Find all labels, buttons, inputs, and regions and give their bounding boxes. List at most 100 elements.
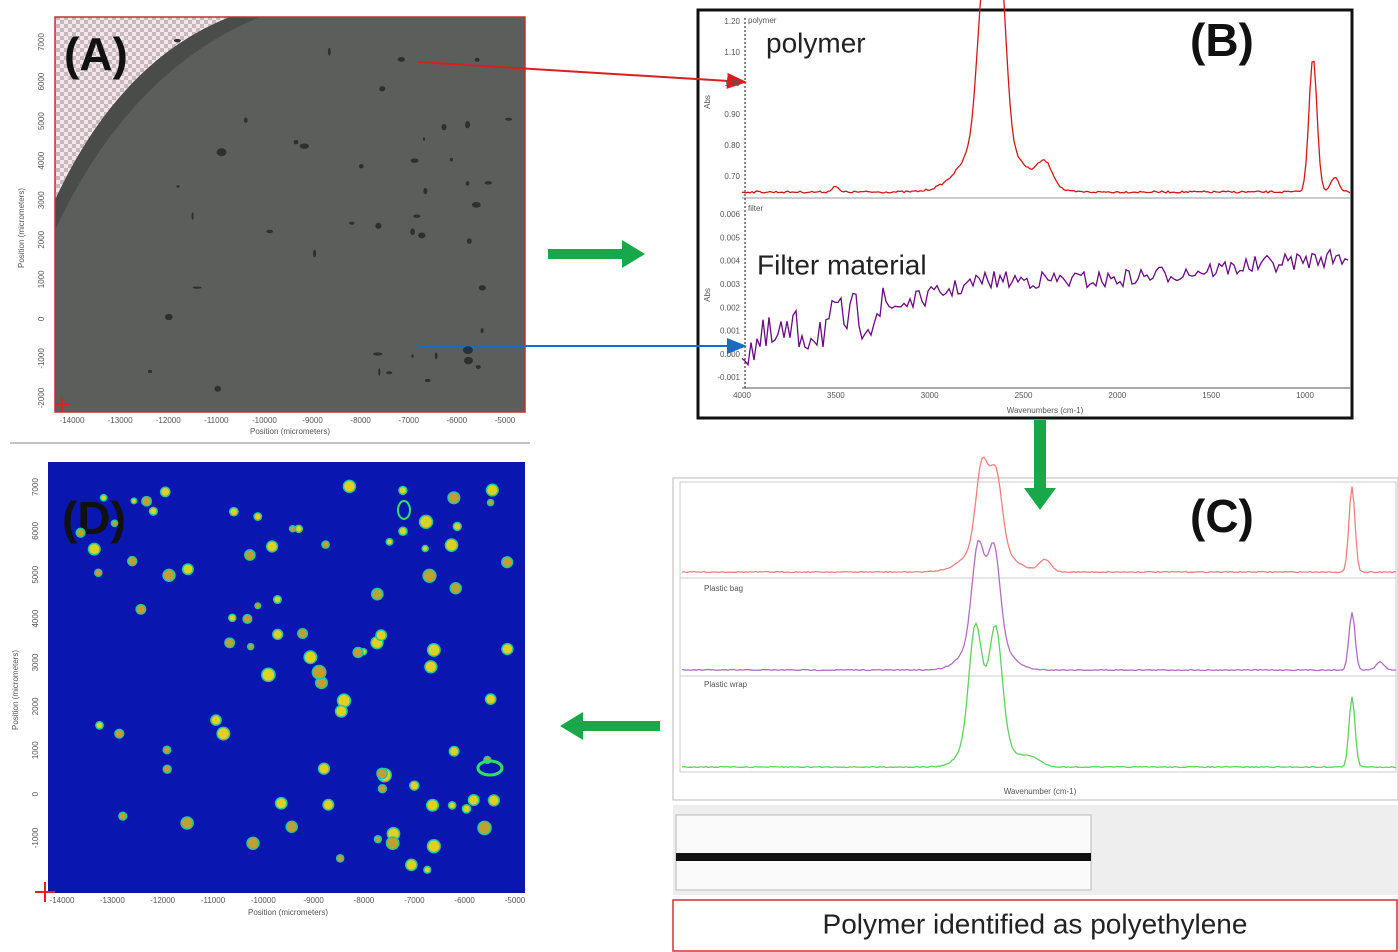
particle bbox=[469, 795, 479, 805]
particle bbox=[164, 766, 171, 773]
particle bbox=[322, 541, 329, 548]
particle bbox=[142, 497, 151, 506]
particle bbox=[465, 181, 470, 186]
x-tick-label: 3000 bbox=[921, 391, 939, 400]
particle bbox=[425, 661, 437, 672]
particle bbox=[344, 481, 355, 492]
trace-name: filter bbox=[748, 204, 763, 213]
particle bbox=[192, 286, 202, 289]
particle bbox=[450, 747, 459, 756]
y-tick-label: 0.000 bbox=[720, 350, 741, 359]
red-arrow bbox=[417, 61, 747, 89]
panel-label: (D) bbox=[62, 492, 126, 544]
particle bbox=[449, 802, 455, 809]
particle bbox=[422, 137, 426, 141]
particle bbox=[448, 492, 459, 503]
particle bbox=[327, 48, 331, 56]
particle bbox=[119, 813, 126, 820]
particle bbox=[313, 666, 326, 679]
particle bbox=[378, 368, 381, 376]
y-axis-title: Position (micrometers) bbox=[11, 650, 20, 730]
particle bbox=[463, 805, 470, 813]
particle bbox=[413, 214, 421, 218]
y-tick-label: 1.20 bbox=[724, 17, 740, 26]
y-tick-label: 3000 bbox=[31, 653, 40, 671]
trace-name: polymer bbox=[748, 16, 777, 25]
particle bbox=[211, 715, 221, 725]
x-tick-label: 1000 bbox=[1296, 391, 1314, 400]
x-tick-label: -9000 bbox=[303, 896, 324, 905]
particle bbox=[372, 589, 383, 600]
particle bbox=[319, 764, 329, 774]
particle bbox=[337, 855, 343, 862]
y-tick-label: 1.10 bbox=[724, 48, 740, 57]
particle bbox=[316, 677, 327, 688]
particle bbox=[191, 212, 194, 220]
x-tick-label: -6000 bbox=[447, 416, 468, 425]
x-tick-label: 2000 bbox=[1108, 391, 1126, 400]
particle bbox=[181, 817, 193, 829]
y-tick-label: 7000 bbox=[31, 478, 40, 496]
y-tick-label: 0.004 bbox=[720, 257, 741, 266]
y-tick-label: 5000 bbox=[37, 112, 46, 130]
particle bbox=[462, 346, 473, 354]
particle bbox=[505, 117, 513, 121]
particle bbox=[449, 157, 453, 162]
y-tick-label: 0.80 bbox=[724, 141, 740, 150]
x-tick-label: 2500 bbox=[1015, 391, 1033, 400]
panel-c-plot bbox=[679, 481, 1397, 773]
particle bbox=[424, 867, 430, 873]
y-tick-label: 7000 bbox=[37, 33, 46, 51]
particle bbox=[276, 798, 287, 809]
particle bbox=[379, 86, 386, 92]
green-arrow bbox=[560, 712, 660, 740]
particle bbox=[214, 385, 221, 392]
particle bbox=[95, 569, 102, 576]
particle bbox=[422, 546, 428, 551]
particle bbox=[244, 117, 248, 123]
panel-label: (A) bbox=[64, 28, 128, 80]
particle bbox=[358, 164, 364, 169]
particle bbox=[465, 120, 471, 129]
y-axis-title: Abs bbox=[703, 95, 712, 109]
result-text: Polymer identified as polyethylene bbox=[823, 908, 1248, 939]
particle bbox=[372, 352, 383, 356]
y-tick-label: 0 bbox=[37, 316, 46, 321]
particle bbox=[76, 529, 85, 537]
result-table bbox=[673, 805, 1398, 895]
particle bbox=[446, 539, 457, 551]
particle bbox=[338, 694, 350, 707]
particle bbox=[353, 648, 363, 657]
particle bbox=[293, 139, 299, 145]
x-tick-label: -13000 bbox=[108, 416, 133, 425]
y-tick-label: 0.003 bbox=[720, 280, 741, 289]
particle bbox=[454, 523, 461, 530]
particle bbox=[243, 615, 251, 623]
particle bbox=[323, 800, 333, 810]
result-box bbox=[672, 899, 1398, 952]
particle bbox=[377, 769, 387, 778]
particle bbox=[274, 596, 281, 603]
reference-spectrum bbox=[681, 539, 1397, 672]
particle bbox=[112, 520, 117, 526]
particle bbox=[406, 859, 417, 870]
particle bbox=[115, 730, 123, 738]
x-tick-label: -6000 bbox=[454, 896, 475, 905]
x-tick-label: -8000 bbox=[350, 416, 371, 425]
particle bbox=[183, 564, 193, 574]
particle bbox=[217, 728, 229, 740]
x-axis-title: Position (micrometers) bbox=[250, 427, 330, 436]
filter-spectrum bbox=[741, 248, 1349, 367]
y-tick-label: 0.005 bbox=[720, 233, 741, 242]
particle bbox=[273, 630, 282, 639]
panel-d-image bbox=[48, 462, 525, 893]
x-tick-label: -10000 bbox=[252, 416, 277, 425]
particle bbox=[248, 644, 253, 649]
particle bbox=[262, 668, 275, 681]
particle bbox=[313, 249, 317, 258]
particle bbox=[428, 644, 440, 656]
y-tick-label: 5000 bbox=[31, 565, 40, 583]
y-tick-label: 3000 bbox=[37, 191, 46, 209]
particle bbox=[478, 285, 486, 291]
